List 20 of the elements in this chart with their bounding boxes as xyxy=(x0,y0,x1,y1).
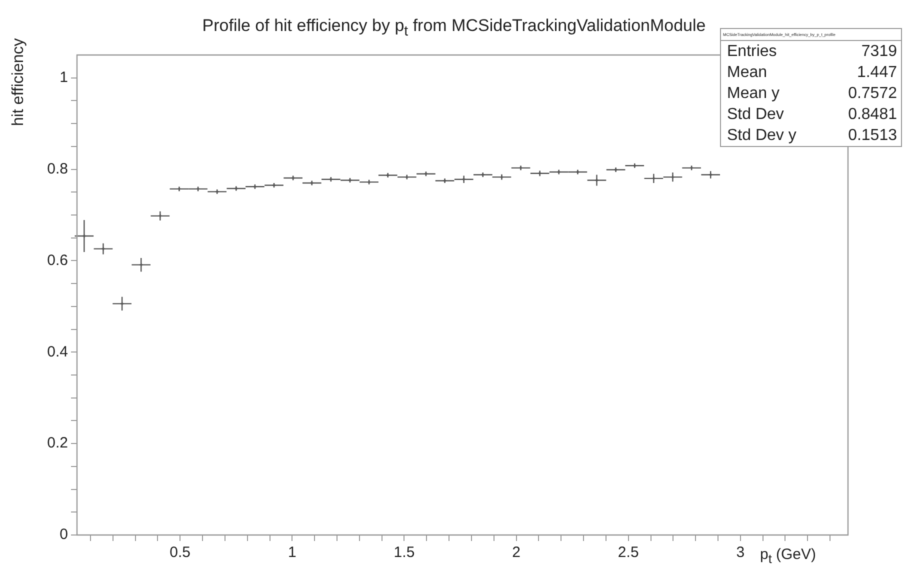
text: Mean y 0.7572 xyxy=(727,85,897,102)
y-tick-label: 0.4 xyxy=(47,343,68,360)
x-tick-label: 2 xyxy=(512,544,520,562)
y-tick-label: 0 xyxy=(60,526,68,544)
text: Std Dev y 0.1513 xyxy=(727,127,897,144)
x-axis-title: p$_{t}$ (GeV) xyxy=(760,546,816,566)
x-tick-label: 1.5 xyxy=(394,544,415,562)
text: Entries 7319 xyxy=(727,43,897,60)
text: Mean 1.447 xyxy=(727,64,897,81)
y-tick-label: 0.8 xyxy=(47,160,68,178)
x-tick-label: 3 xyxy=(736,544,745,562)
y-tick-label: 0.6 xyxy=(47,252,68,269)
y-axis-title: hit efficiency xyxy=(10,38,28,126)
x-tick-label: 0.5 xyxy=(170,544,191,562)
y-tick-label: 0.2 xyxy=(47,434,68,452)
x-tick-label: 2.5 xyxy=(618,544,639,562)
y-tick-label: 1 xyxy=(60,69,68,86)
chart-title: Profile of hit efficiency by p$_{t}$ from MCSideTrackingValidationModule xyxy=(202,16,706,40)
x-tick-label: 1 xyxy=(288,544,296,562)
text: Std Dev 0.8481 xyxy=(727,106,897,123)
